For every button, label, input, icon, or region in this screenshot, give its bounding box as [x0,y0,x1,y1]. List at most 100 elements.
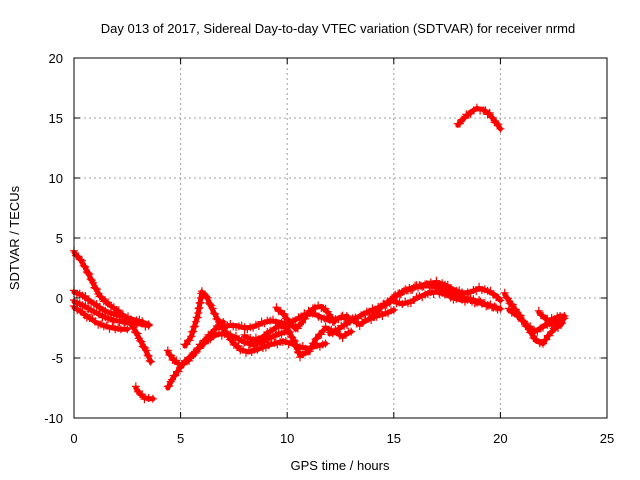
data-point [138,390,147,399]
data-point [85,270,94,279]
data-point [496,296,505,305]
data-point [526,322,535,331]
data-point [488,113,497,122]
data-point [502,293,511,302]
data-point [294,349,303,357]
series-sat-f [163,327,292,391]
data-point [137,337,146,346]
x-tick-label: 0 [70,431,77,446]
data-point [144,321,153,330]
data-point [494,120,503,129]
data-point [191,317,200,326]
chart-title: Day 013 of 2017, Sidereal Day-to-day VTE… [101,21,575,36]
data-point [519,317,528,326]
data-point [328,314,337,322]
data-point [305,347,314,356]
data-point [290,337,299,345]
data-point [472,287,481,296]
y-tick-label: 5 [56,231,63,246]
data-point [347,327,356,336]
y-tick-label: 20 [49,51,63,66]
data-point [291,342,300,350]
data-point [209,309,218,318]
data-point [326,313,335,322]
y-tick-label: -10 [44,411,63,426]
data-point [227,336,236,345]
data-point [531,334,539,343]
data-point [142,346,151,355]
y-tick-label: 10 [49,171,63,186]
data-point [323,307,332,316]
data-point [163,346,172,355]
x-tick-label: 15 [387,431,401,446]
grid [74,58,607,418]
data-point [165,382,174,390]
data-point [283,315,292,324]
data-point [292,343,301,351]
x-tick-label: 20 [493,431,507,446]
data-point [504,304,513,313]
data-point [485,108,494,117]
data-point [289,336,298,344]
data-point [81,292,90,300]
data-point [254,322,263,330]
series-sat-g [163,318,228,371]
data-point [330,318,339,326]
data-point [187,332,196,341]
data-point [174,367,183,376]
series-sat-q [453,103,505,133]
data-point [194,344,203,353]
data-point [189,327,198,336]
data-point [190,322,199,331]
data-point [145,356,154,365]
data-point [146,357,155,366]
x-axis-label: GPS time / hours [291,458,390,473]
series-sat-t [534,306,569,330]
data-point [79,261,88,270]
data-point [206,300,214,309]
data-point [271,332,280,341]
data-point [389,306,398,314]
x-tick-label: 10 [280,431,294,446]
data-point [144,352,153,360]
data-point [197,287,206,296]
data-point [234,341,243,350]
data-point [226,335,235,344]
data-point [508,300,517,309]
data-point [543,314,552,323]
y-tick-label: 15 [49,111,63,126]
data-point [144,394,153,402]
data-point [496,124,505,133]
data-point [143,351,152,360]
data-point [78,256,86,265]
y-tick-label: -5 [51,351,63,366]
data-point [492,303,501,312]
data-point [293,348,302,356]
data-point [131,382,140,391]
data-point [500,288,509,297]
data-point [104,298,113,307]
series-sat-d [70,296,153,331]
data-series [70,103,569,404]
x-tick-label: 5 [177,431,184,446]
data-point [97,292,106,301]
data-point [192,347,201,356]
data-point [76,255,85,264]
data-point [93,285,101,294]
series-sat-p [389,286,501,312]
data-point [310,339,319,348]
data-point [224,330,233,339]
data-point [503,294,512,303]
data-point [211,310,220,318]
data-point [167,351,175,360]
data-point [202,292,211,301]
data-point [123,325,132,334]
data-point [81,262,90,271]
data-point [133,329,142,338]
series-sat-m [338,306,398,330]
y-tick-label: 0 [56,291,63,306]
data-point [185,336,194,345]
data-point [285,328,294,336]
data-point [140,395,149,404]
